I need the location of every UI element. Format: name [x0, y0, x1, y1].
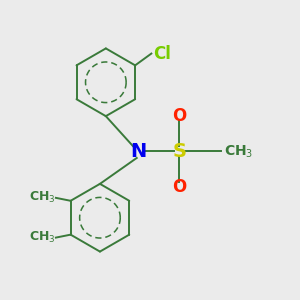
Text: S: S [172, 142, 186, 161]
Text: O: O [172, 178, 187, 196]
Text: Cl: Cl [153, 45, 171, 63]
Text: O: O [172, 107, 187, 125]
Text: N: N [130, 142, 146, 161]
Text: CH$_3$: CH$_3$ [29, 190, 55, 206]
Text: CH$_3$: CH$_3$ [224, 143, 253, 160]
Text: CH$_3$: CH$_3$ [29, 230, 55, 245]
